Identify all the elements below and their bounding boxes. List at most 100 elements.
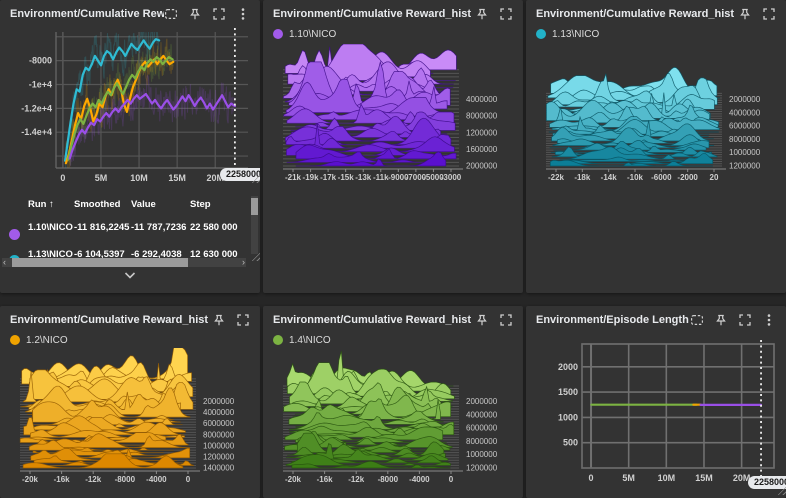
svg-text:20M: 20M [733,473,751,483]
episode-length-line-chart[interactable]: 0 5M 10M 15M 20M 500 1000 1500 2000 [526,334,786,492]
svg-text:4000000: 4000000 [203,408,235,417]
svg-text:-16k: -16k [317,475,334,484]
svg-text:0: 0 [449,475,454,484]
pin-icon[interactable] [188,7,202,21]
fullscreen-icon[interactable] [499,313,513,327]
svg-text:-1.4e+4: -1.4e+4 [21,127,52,137]
card-title: Environment/Cumulative Reward_hist [10,314,209,326]
pin-icon[interactable] [475,313,489,327]
svg-text:1000000: 1000000 [466,450,498,459]
run-name: 1.10\NICO [28,222,73,233]
card-reward-hist-110: Environment/Cumulative Reward_hist 1.10\… [263,0,523,293]
col-smoothed[interactable]: Smoothed [74,198,121,210]
histogram-ridge-chart[interactable]: -20k -16k -12k -8000 -4000 0 2000000 4000000 600… [0,348,260,496]
svg-text:-21k: -21k [285,173,302,182]
card-cumulative-reward: Environment/Cumulative Reward 0 5M 10M 15M 2… [0,0,260,293]
card-episode-length: Environment/Episode Length 0 5M 10M 15M 20M 5… [526,306,786,498]
svg-text:-8000: -8000 [115,475,136,484]
svg-text:4000000: 4000000 [466,410,498,419]
run-color-dot [10,335,20,345]
scroll-right-icon[interactable]: › [242,257,245,267]
scroll-left-icon[interactable]: ‹ [3,257,6,267]
resize-grip[interactable] [249,172,260,183]
table-horizontal-scrollbar[interactable]: ‹ › [2,257,246,267]
table-vertical-scrollbar[interactable] [251,196,258,254]
fullscreen-icon[interactable] [499,7,513,21]
svg-text:10M: 10M [658,473,676,483]
card-header: Environment/Cumulative Reward_hist [263,0,523,26]
card-title: Environment/Cumulative Reward [10,8,164,20]
run-legend: 1.13\NICO [526,26,786,42]
fit-domain-icon[interactable] [164,7,178,21]
svg-text:-22k: -22k [548,173,565,182]
svg-text:5M: 5M [95,173,108,183]
overflow-menu-icon[interactable] [236,7,250,21]
step-value: 12 630 000 [190,249,238,260]
svg-text:2000000: 2000000 [729,95,761,104]
histogram-ridge-chart[interactable]: -22k -18k -14k -10k -6000 -2000 20 2000000 40000… [526,44,786,194]
svg-text:-10k: -10k [627,173,644,182]
svg-text:6000000: 6000000 [203,419,235,428]
svg-text:-7000: -7000 [406,173,427,182]
svg-text:6000000: 6000000 [729,122,761,131]
svg-text:-11k: -11k [373,173,389,182]
fullscreen-icon[interactable] [738,313,752,327]
card-actions [738,7,776,21]
pin-icon[interactable] [738,7,752,21]
card-reward-hist-12: Environment/Cumulative Reward_hist 1.2\N… [0,306,260,498]
run-color-dot [273,29,283,39]
pin-icon[interactable] [212,313,226,327]
fullscreen-icon[interactable] [762,7,776,21]
svg-text:1500: 1500 [558,387,578,397]
svg-text:6000000: 6000000 [466,424,498,433]
chevron-down-icon [124,271,136,279]
svg-text:-15k: -15k [338,173,355,182]
svg-text:2000000: 2000000 [466,162,498,171]
svg-text:10M: 10M [130,173,148,183]
card-header: Environment/Cumulative Reward_hist [263,306,523,332]
svg-text:2000000: 2000000 [466,397,498,406]
resize-grip[interactable] [249,250,260,261]
resize-grip[interactable] [775,484,786,495]
svg-text:-2000: -2000 [677,173,698,182]
fullscreen-icon[interactable] [212,7,226,21]
step-value: 22 580 000 [190,222,238,233]
pin-icon[interactable] [475,7,489,21]
svg-text:-19k: -19k [303,173,320,182]
col-run[interactable]: Run ↑ [28,198,54,210]
fullscreen-icon[interactable] [236,313,250,327]
card-title: Environment/Episode Length [536,314,689,326]
histogram-ridge-chart[interactable]: -20k -16k -12k -8000 -4000 0 2000000 4000000 600… [263,348,523,496]
svg-text:1000000: 1000000 [729,148,761,157]
svg-text:0: 0 [589,473,594,483]
card-header: Environment/Cumulative Reward_hist [0,306,260,332]
histogram-ridge-chart[interactable]: -21k -19k -17k -15k -13k -11k -9000-7000-5000-… [263,44,523,194]
reward-line-chart[interactable]: 0 5M 10M 15M 20M -8000 -1e+4 -1.2e+4 -1.4e+4 [0,26,260,192]
pin-icon[interactable] [714,313,728,327]
expand-card-button[interactable] [117,268,143,282]
raw-value: -6 292,4038 [131,249,182,260]
svg-text:-18k: -18k [574,173,591,182]
card-title: Environment/Cumulative Reward_hist [273,8,472,20]
overflow-menu-icon[interactable] [762,313,776,327]
fit-domain-icon[interactable] [690,313,704,327]
run-label: 1.10\NICO [289,28,337,40]
svg-text:1200000: 1200000 [729,162,761,171]
svg-text:-5000: -5000 [423,173,444,182]
svg-text:0: 0 [60,173,65,183]
svg-text:5M: 5M [622,473,635,483]
card-title: Environment/Cumulative Reward_hist [536,8,735,20]
svg-text:8000000: 8000000 [466,112,498,121]
svg-text:-12k: -12k [348,475,365,484]
svg-text:-14k: -14k [601,173,618,182]
col-step[interactable]: Step [190,198,211,210]
scrollbar-thumb[interactable] [12,258,188,267]
col-value[interactable]: Value [131,198,156,210]
svg-text:-13k: -13k [355,173,372,182]
smoothed-value: -11 816,2245 [74,222,130,233]
run-color-dot[interactable] [9,229,20,240]
card-header: Environment/Episode Length [526,306,786,332]
svg-text:-12k: -12k [85,475,102,484]
